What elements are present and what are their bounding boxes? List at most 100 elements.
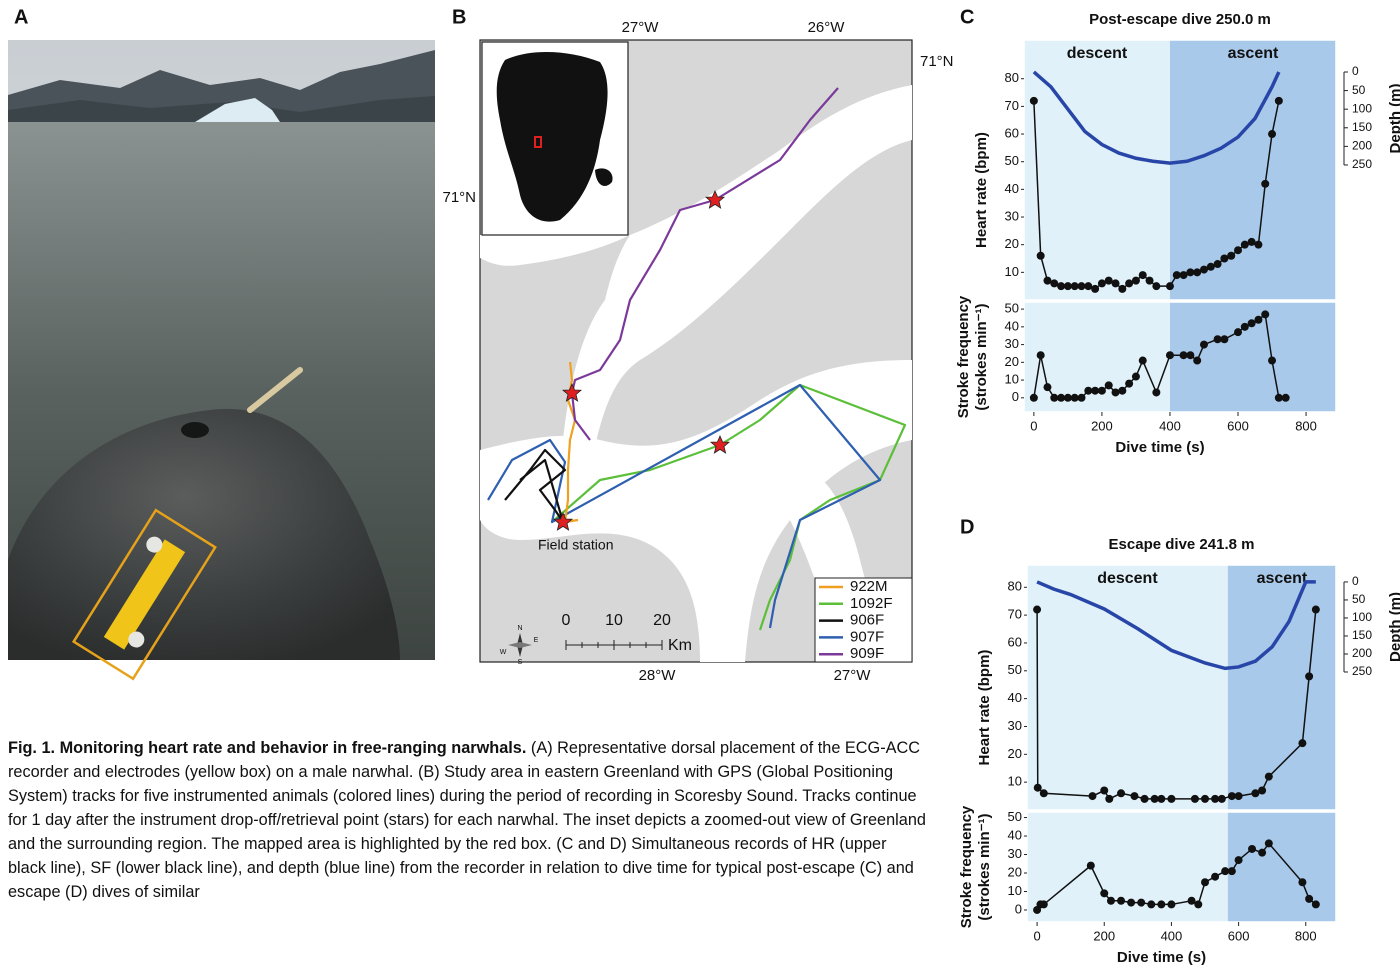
data-point [1043,383,1051,391]
data-point [1248,319,1256,327]
data-point [1235,792,1243,800]
y-axis-label: Heart rate (bpm) [973,132,990,248]
scale-label: 10 [605,612,623,629]
data-point [1261,310,1269,318]
y-tick-label: 30 [1005,336,1019,351]
legend-label: 1092F [850,595,893,612]
y-tick-label: 30 [1008,846,1022,861]
y2-tick-label: 150 [1352,628,1372,642]
map [480,40,912,662]
data-point [1258,787,1266,795]
compass-letter: S [518,659,523,666]
data-point [1282,394,1290,402]
data-point [1218,795,1226,803]
phase-band [1024,302,1170,412]
data-point [1030,394,1038,402]
y2-tick-label: 100 [1352,610,1372,624]
phase-band [1027,565,1228,810]
data-point [1087,862,1095,870]
y2-axis-label: Depth (m) [1387,83,1400,153]
compass-letter: E [534,637,539,644]
y-tick-label: 20 [1008,864,1022,879]
y-tick-label: 50 [1005,153,1019,168]
panel-label: C [960,6,974,28]
y-tick-label: 10 [1008,883,1022,898]
y-tick-label: 50 [1008,662,1022,677]
data-point [1193,357,1201,365]
data-point [1254,316,1262,324]
data-point [1132,373,1140,381]
y-tick-label: 60 [1005,125,1019,140]
data-point [1152,388,1160,396]
data-point [1173,271,1181,279]
y-tick-label: 40 [1008,690,1022,705]
data-point [1268,357,1276,365]
y-tick-label: 80 [1005,70,1019,85]
data-point [1043,277,1051,285]
data-point [1050,394,1058,402]
scale-label: 20 [653,612,671,629]
data-point [1125,380,1133,388]
data-point [1214,335,1222,343]
legend-label: 906F [850,612,884,629]
phase-band [1228,812,1336,922]
data-point [1141,795,1149,803]
data-point [1118,387,1126,395]
y2-tick-label: 100 [1352,101,1372,115]
panel-label: B [452,6,466,28]
data-point [1268,130,1276,138]
data-point [1258,849,1266,857]
phase-label: descent [1067,45,1128,62]
data-point [1112,388,1120,396]
data-point [1186,351,1194,359]
data-point [1261,180,1269,188]
data-point [1180,351,1188,359]
data-point [1194,900,1202,908]
x-tick-label: 0 [1033,928,1040,943]
y2-tick-label: 150 [1352,120,1372,134]
data-point [1112,279,1120,287]
data-point [1193,268,1201,276]
data-point [1084,282,1092,290]
data-point [1098,279,1106,287]
data-point [1107,897,1115,905]
data-point [1139,357,1147,365]
y-tick-label: 70 [1008,607,1022,622]
data-point [1235,856,1243,864]
data-point [1030,97,1038,105]
data-point [1078,282,1086,290]
data-point [1254,241,1262,249]
data-point [1167,900,1175,908]
y-tick-label: 60 [1008,634,1022,649]
y-tick-label: 40 [1005,318,1019,333]
data-point [1139,271,1147,279]
y-tick-label: 40 [1008,827,1022,842]
y-tick-label: 50 [1005,301,1019,316]
y-tick-label: 80 [1008,579,1022,594]
y-tick-label: 40 [1005,181,1019,196]
data-point [1034,784,1042,792]
data-point [1298,878,1306,886]
caption: Fig. 1. Monitoring heart rate and behavi… [8,736,928,904]
legend-label: 907F [850,628,884,645]
data-point [1125,279,1133,287]
data-point [1084,387,1092,395]
data-point [1167,795,1175,803]
data-point [1214,260,1222,268]
site-label: Field station [538,537,613,553]
scale-unit: Km [668,637,692,654]
y2-tick-label: 200 [1352,139,1372,153]
data-point [1071,282,1079,290]
data-point [1064,282,1072,290]
x-tick-label: 200 [1091,418,1113,433]
data-point [1200,266,1208,274]
data-point [1105,277,1113,285]
y-axis-label: Heart rate (bpm) [976,650,993,766]
data-point [1166,282,1174,290]
y-tick-label: 30 [1008,718,1022,733]
scale-label: 0 [562,612,571,629]
legend-label: 922M [850,578,888,595]
y-tick-label: 10 [1008,774,1022,789]
data-point [1157,900,1165,908]
compass-letter: N [517,625,522,632]
